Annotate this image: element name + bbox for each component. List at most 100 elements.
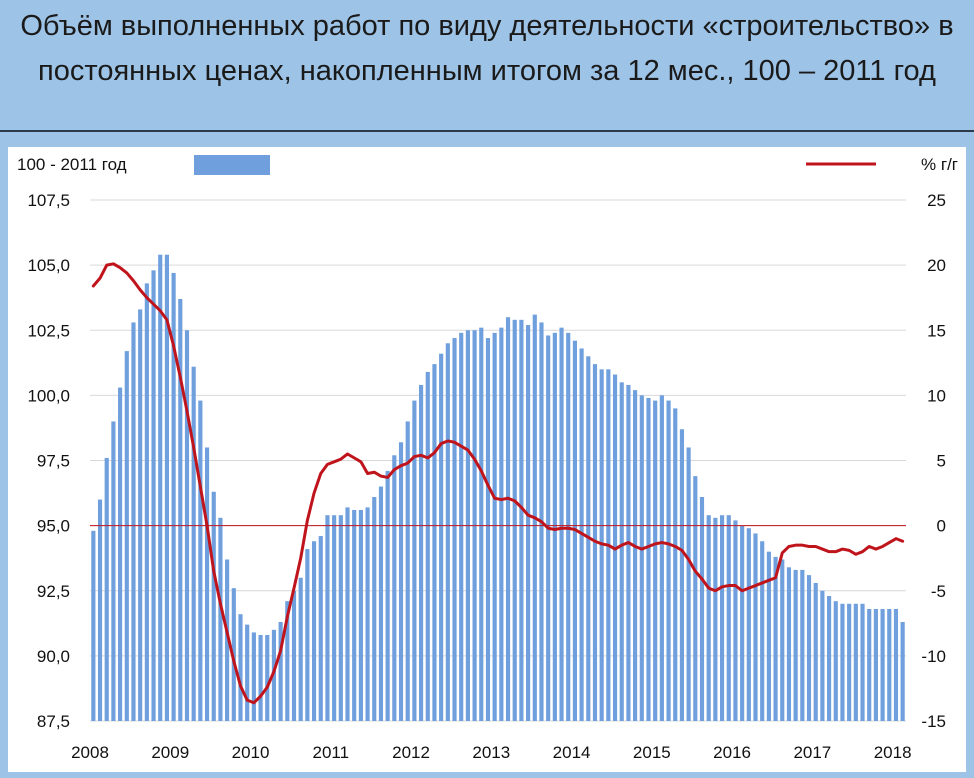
bar: [719, 515, 725, 721]
bar: [245, 624, 250, 721]
y-left-tick-label: 102,5: [27, 321, 70, 340]
bar: [492, 332, 497, 721]
bar: [479, 327, 484, 721]
bar: [298, 577, 303, 721]
bar: [131, 322, 136, 721]
x-axis-ticks: 2008 2009 2010 2011 2012 2013 2014 2015 2016 2017…: [71, 743, 911, 762]
y-right-tick-label: 25: [927, 191, 946, 210]
y-left-tick-label: 107,5: [27, 191, 70, 210]
y-left-tick-label: 87,5: [37, 712, 70, 731]
bar: [365, 507, 370, 721]
y-left-tick-label: 92,5: [37, 582, 70, 601]
y-left-tick-label: 100,0: [27, 386, 70, 405]
y-left-tick-label: 97,5: [37, 452, 70, 471]
bar-series: [91, 254, 905, 721]
x-tick-label: 2009: [151, 743, 189, 762]
y-right-tick-label: 5: [937, 452, 946, 471]
legend-bars-swatch: [194, 155, 270, 175]
bar: [459, 332, 464, 721]
bar: [653, 400, 658, 721]
legend: 100 - 2011 год % г/г: [17, 155, 958, 175]
bar: [278, 622, 283, 721]
bar: [178, 298, 183, 721]
x-tick-label: 2010: [232, 743, 270, 762]
x-tick-label: 2011: [313, 743, 350, 762]
bar: [806, 575, 812, 721]
bar: [900, 622, 905, 721]
bar: [833, 601, 838, 721]
bar: [733, 520, 738, 721]
x-tick-label: 2014: [553, 743, 591, 762]
bar: [124, 351, 129, 721]
bar: [358, 509, 363, 721]
bar: [619, 382, 624, 721]
x-tick-label: 2015: [633, 743, 671, 762]
bar: [673, 408, 678, 721]
y-right-tick-label: 20: [927, 256, 946, 275]
chart-title: Объём выполненных работ по виду деятельн…: [20, 10, 954, 87]
bar: [138, 309, 143, 721]
x-tick-label: 2017: [793, 743, 831, 762]
y-left-tick-label: 90,0: [37, 647, 70, 666]
bar: [873, 608, 878, 721]
bar: [445, 343, 450, 721]
bar: [552, 332, 557, 721]
bar: [405, 421, 410, 721]
bar: [666, 400, 671, 721]
bar: [144, 283, 149, 721]
bar: [860, 603, 865, 721]
bar: [305, 549, 310, 721]
bar: [118, 387, 123, 721]
bar: [164, 254, 169, 721]
y-right-tick-label: -10: [921, 647, 946, 666]
legend-line-label: % г/г: [921, 155, 958, 174]
y-right-tick-label: 0: [937, 517, 946, 536]
bar: [813, 582, 818, 721]
x-tick-label: 2012: [392, 743, 430, 762]
bar: [559, 327, 564, 721]
bar: [225, 559, 230, 721]
bar: [847, 603, 852, 721]
bar: [291, 590, 297, 721]
bar: [104, 457, 109, 721]
bar: [740, 525, 745, 721]
bar: [760, 541, 765, 721]
bar: [265, 635, 270, 721]
bar: [880, 608, 885, 721]
bar: [198, 400, 203, 721]
bar: [780, 559, 785, 721]
bar: [398, 442, 404, 721]
bar: [338, 515, 343, 721]
bar: [218, 517, 223, 721]
y-right-tick-label: 15: [927, 321, 946, 340]
bar: [111, 421, 116, 721]
chart: 87,5 90,0 92,5 95,0 97,5 100,0 102,5 105,0 107,5…: [17, 155, 958, 762]
bar: [519, 319, 524, 721]
bar: [191, 366, 196, 721]
bar: [893, 608, 899, 721]
bar: [385, 470, 390, 721]
y-right-tick-label: 10: [927, 386, 946, 405]
x-tick-label: 2013: [472, 743, 510, 762]
bar: [285, 601, 290, 721]
bar: [633, 390, 638, 721]
bar: [726, 515, 731, 721]
bar: [746, 528, 751, 721]
bar: [352, 509, 357, 721]
bar: [699, 496, 705, 721]
bar: [713, 517, 718, 721]
bar: [238, 614, 243, 721]
x-tick-label: 2016: [713, 743, 751, 762]
plot-panel: 87,5 90,0 92,5 95,0 97,5 100,0 102,5 105,0 107,5…: [8, 147, 966, 772]
bar: [626, 384, 631, 721]
bar: [820, 590, 825, 721]
bar: [800, 569, 805, 721]
y-axis-left-ticks: 87,5 90,0 92,5 95,0 97,5 100,0 102,5 105,0 107,5: [27, 191, 70, 731]
line-series: [91, 262, 905, 705]
bar: [827, 595, 832, 721]
bar: [412, 400, 417, 721]
bar: [332, 515, 337, 721]
bar: [425, 371, 430, 721]
title-divider: [0, 130, 974, 132]
bar: [639, 395, 644, 721]
